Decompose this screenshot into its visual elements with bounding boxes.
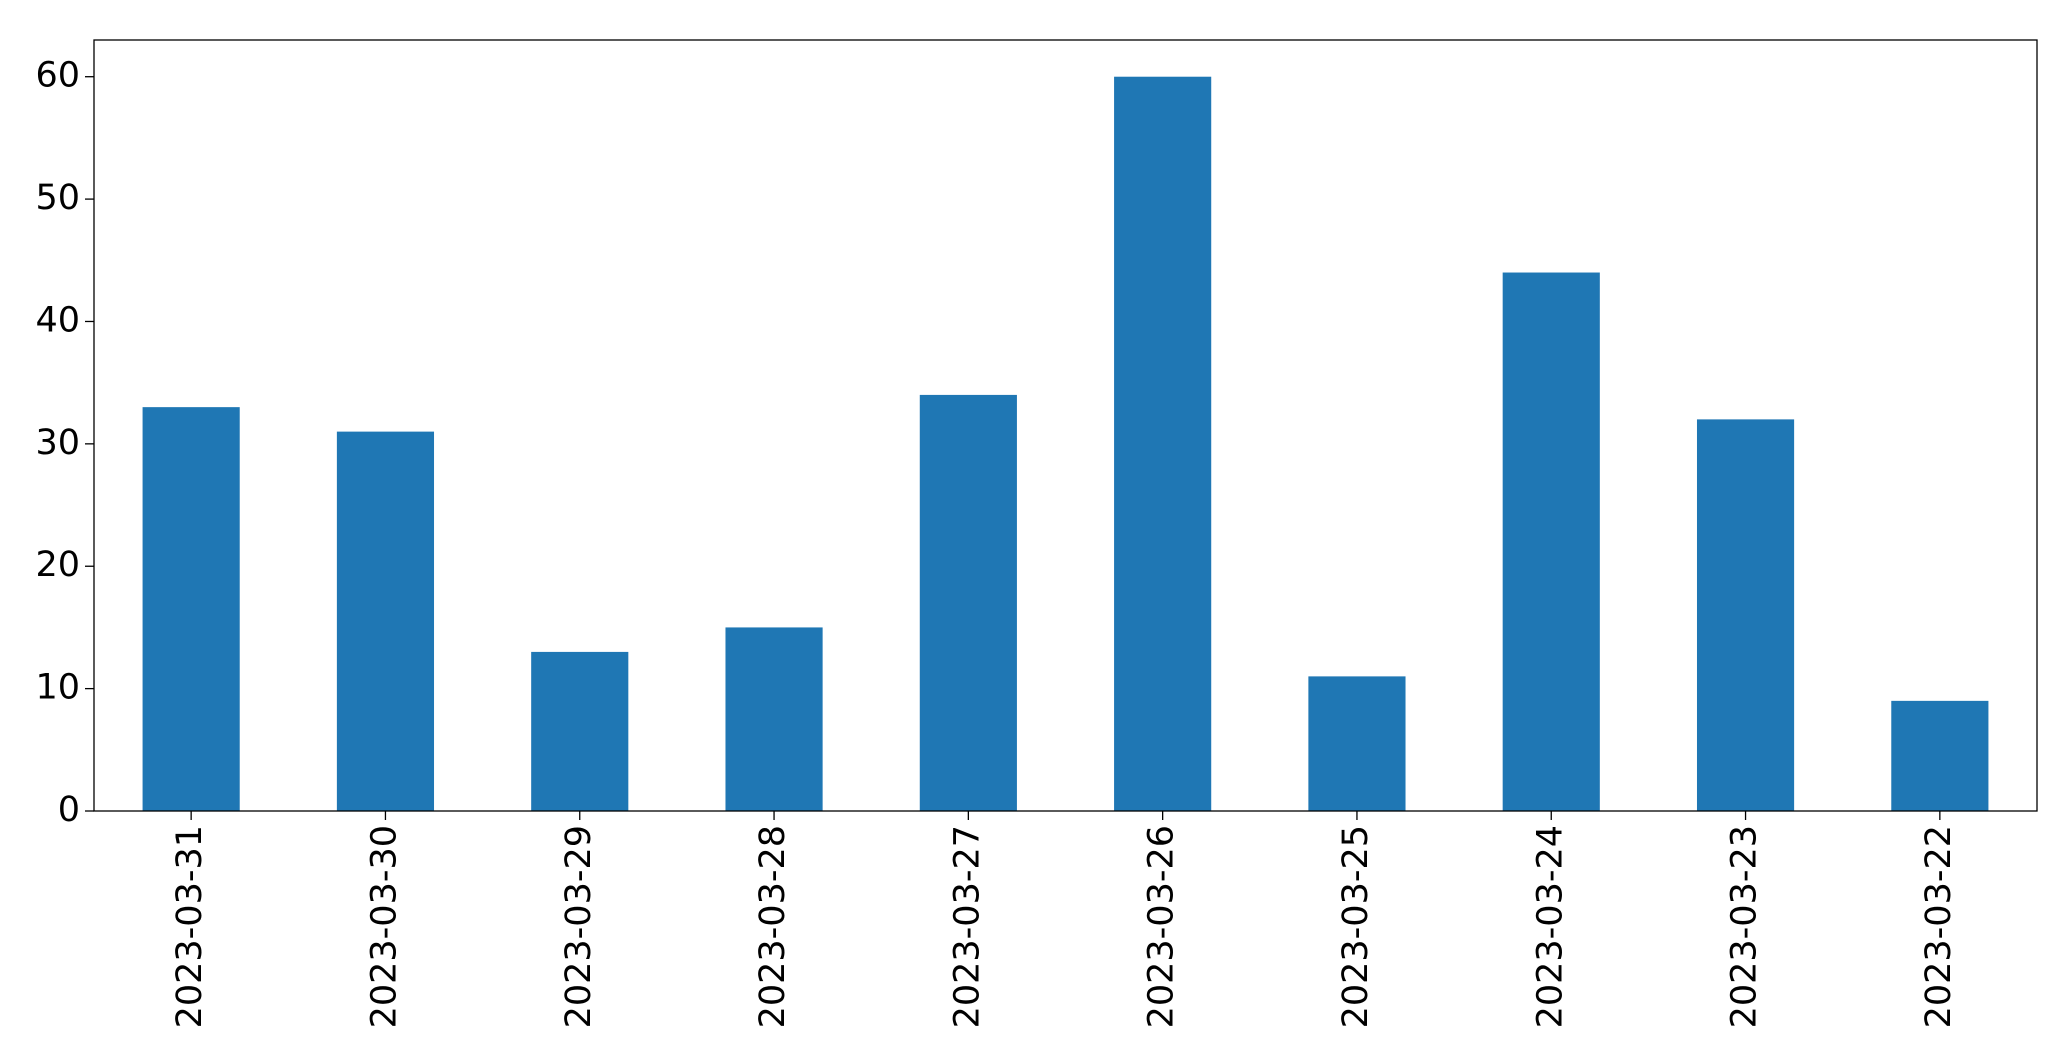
x-tick-label: 2023-03-30 [364, 825, 404, 1028]
y-tick-label: 30 [35, 423, 80, 463]
x-tick-label: 2023-03-24 [1530, 825, 1570, 1028]
y-tick-label: 10 [35, 668, 80, 708]
plot-frame [93, 39, 2038, 812]
bar [142, 407, 240, 811]
bar [531, 651, 629, 811]
y-tick-label: 50 [35, 178, 80, 218]
x-tick-label: 2023-03-27 [947, 825, 987, 1028]
y-tick-label: 20 [35, 545, 80, 585]
bar [1696, 419, 1795, 811]
bar [336, 431, 435, 811]
bar [1891, 700, 1989, 811]
x-tick-label: 2023-03-31 [170, 825, 210, 1028]
y-tick-label: 0 [58, 790, 80, 830]
x-tick-label: 2023-03-28 [753, 825, 793, 1028]
bar [1502, 272, 1600, 811]
y-tick-label: 60 [35, 56, 80, 96]
y-tick-label: 40 [35, 300, 80, 340]
bar [919, 394, 1017, 811]
bar [1114, 76, 1212, 811]
x-tick-label: 2023-03-29 [559, 825, 599, 1028]
bar [1308, 676, 1406, 811]
x-tick-label: 2023-03-26 [1142, 825, 1182, 1028]
x-tick-label: 2023-03-23 [1725, 825, 1765, 1028]
x-tick-label: 2023-03-22 [1919, 825, 1959, 1028]
x-tick-label: 2023-03-25 [1336, 825, 1376, 1028]
bar [725, 627, 823, 811]
